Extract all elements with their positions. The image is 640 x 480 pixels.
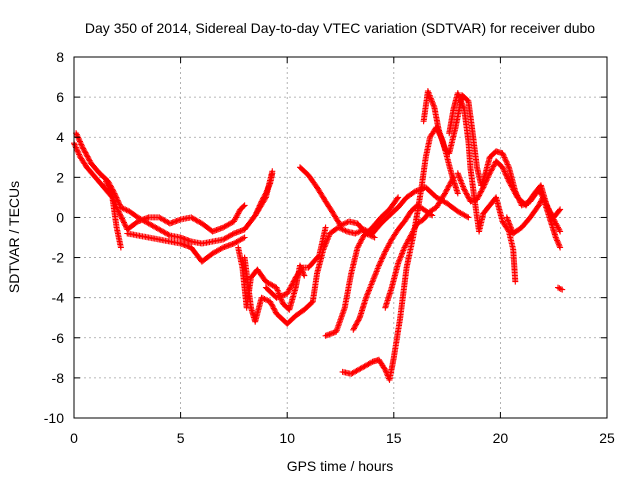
series-markers (124, 230, 248, 265)
series-track-i (297, 164, 378, 241)
data-layer (71, 88, 566, 383)
plot-frame (73, 56, 608, 419)
series-track-q (503, 194, 564, 251)
series-track-m (382, 174, 457, 311)
series-markers (297, 164, 378, 241)
y-tick-label: 4 (56, 129, 64, 145)
x-tick-label: 10 (279, 430, 295, 446)
y-tick-label: -2 (52, 250, 65, 266)
y-tick-label: 8 (56, 49, 64, 65)
y-tick-label: -4 (52, 290, 65, 306)
y-tick-label: 6 (56, 89, 64, 105)
series-track-j (322, 194, 402, 339)
y-tick-label: -8 (52, 370, 65, 386)
series-markers (446, 90, 519, 285)
series-markers (382, 174, 457, 311)
y-tick-label: 2 (56, 169, 64, 185)
series-markers (322, 194, 402, 339)
y-tick-label: 0 (56, 209, 64, 225)
series-track-c (103, 178, 248, 235)
series-track-l (350, 202, 436, 333)
series-markers (555, 284, 566, 293)
x-tick-label: 0 (70, 430, 78, 446)
series-markers (262, 224, 329, 301)
series-markers (103, 178, 248, 235)
x-tick-label: 15 (386, 430, 402, 446)
y-axis-label: SDTVAR / TECUs (6, 181, 22, 293)
series-track-r (555, 284, 566, 293)
y-tick-label: -6 (52, 330, 65, 346)
y-tick-label: -10 (44, 410, 64, 426)
series-markers (503, 194, 564, 251)
series-track-g (252, 170, 276, 219)
series-markers (252, 170, 276, 219)
chart-title: Day 350 of 2014, Sidereal Day-to-day VTE… (85, 20, 595, 36)
x-tick-label: 20 (493, 430, 509, 446)
tick-layer: 0 5 10 15 20 25 -10 -8 -6 -4 -2 0 2 4 6 8 (44, 49, 615, 446)
x-tick-label: 5 (177, 430, 185, 446)
x-axis-label: GPS time / hours (287, 458, 394, 474)
series-markers (350, 202, 436, 333)
series-track-o (446, 90, 519, 285)
series-track-h (262, 224, 329, 301)
series-track-d (124, 230, 248, 265)
x-tick-label: 25 (599, 430, 615, 446)
